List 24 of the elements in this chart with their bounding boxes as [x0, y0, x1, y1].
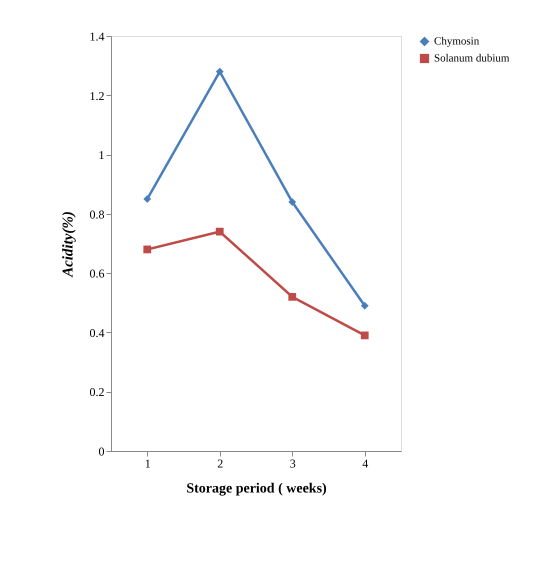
point — [143, 246, 152, 254]
y-tick-label: 0.8 — [90, 207, 104, 222]
point — [360, 302, 369, 310]
x-tick-label: 3 — [290, 456, 296, 470]
x-tick-label: 1 — [144, 456, 151, 470]
y-tick-label: 0.6 — [90, 266, 104, 281]
y-tick-label: 1.4 — [90, 30, 104, 44]
point — [143, 195, 152, 203]
legend-label: Chymosin — [434, 36, 480, 48]
y-tick-label: 1.2 — [90, 88, 104, 103]
x-tick-label: 4 — [362, 456, 368, 470]
point — [360, 332, 369, 340]
point — [288, 292, 296, 301]
point — [216, 228, 224, 236]
legend-label: Solanum dubium — [434, 52, 510, 64]
y-tick-label: 0.4 — [90, 326, 104, 340]
y-tick-label: 0 — [98, 444, 104, 458]
point — [288, 198, 296, 206]
point — [216, 68, 224, 76]
y-tick-label: 1 — [98, 148, 104, 162]
x-tick-label: 2 — [217, 456, 224, 470]
y-tick-label: 0.2 — [90, 385, 104, 400]
y-axis-title: Acidity(%) — [60, 211, 76, 278]
x-axis-title: Storage period ( weeks) — [186, 482, 328, 496]
